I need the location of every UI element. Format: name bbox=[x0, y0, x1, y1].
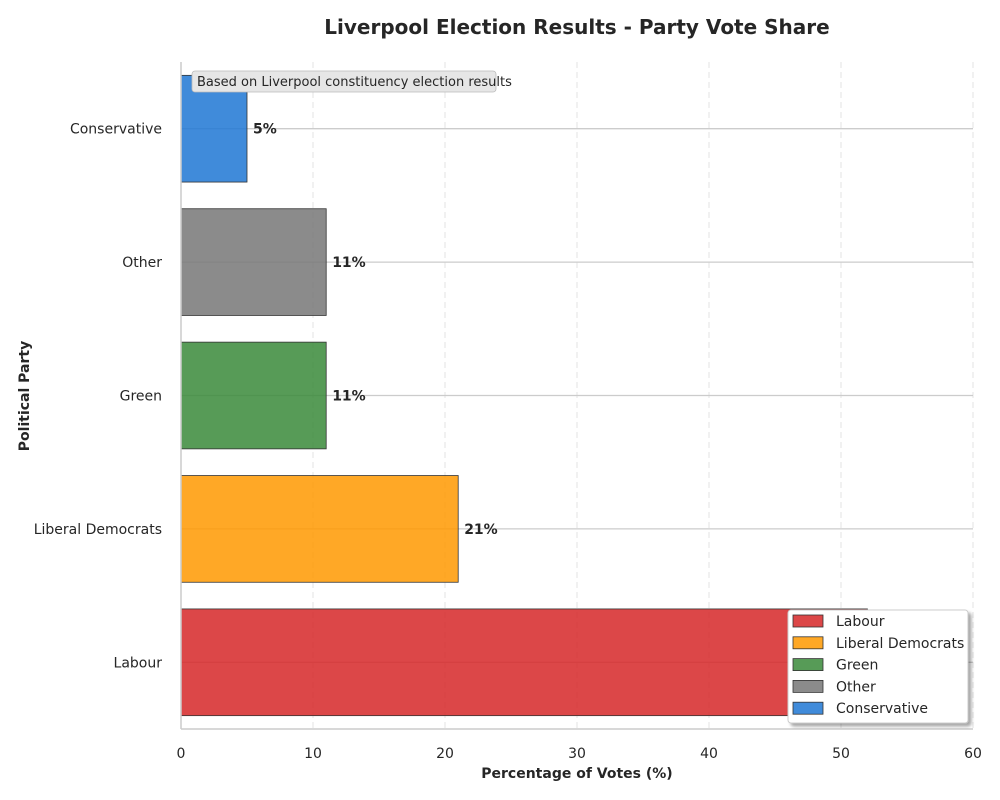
legend-entry: Conservative bbox=[836, 701, 928, 717]
x-tick-label: 40 bbox=[700, 746, 718, 762]
x-tick-label: 60 bbox=[964, 746, 982, 762]
x-tick-label: 0 bbox=[177, 746, 186, 762]
annotation-box: Based on Liverpool constituency election… bbox=[191, 70, 512, 93]
legend-swatch bbox=[792, 658, 824, 671]
bars bbox=[180, 74, 868, 717]
legend-box bbox=[787, 609, 969, 724]
chart-title: Liverpool Election Results - Party Vote … bbox=[324, 15, 829, 39]
bar-value-label: 11% bbox=[332, 389, 366, 405]
legend-swatch bbox=[792, 680, 824, 693]
legend-entry: Labour bbox=[836, 614, 885, 630]
x-ticks: 0 10 20 30 40 50 60 bbox=[177, 746, 982, 762]
y-tick-label: Labour bbox=[114, 655, 163, 671]
legend-swatch bbox=[792, 636, 824, 650]
legend-entry: Liberal Democrats bbox=[836, 636, 964, 652]
legend-swatch bbox=[792, 614, 824, 628]
x-tick-label: 10 bbox=[304, 746, 322, 762]
y-tick-label: Green bbox=[120, 389, 162, 405]
annotation-text: Based on Liverpool constituency election… bbox=[197, 75, 512, 90]
legend-entry: Green bbox=[836, 658, 878, 674]
legend-entry: Other bbox=[836, 679, 876, 695]
bar-value-label: 11% bbox=[332, 255, 366, 271]
y-axis-label: Political Party bbox=[17, 341, 33, 451]
bar-conservative bbox=[180, 74, 248, 183]
bar-green bbox=[180, 341, 327, 450]
x-tick-label: 20 bbox=[436, 746, 454, 762]
bar-value-label: 5% bbox=[253, 122, 277, 138]
x-tick-label: 30 bbox=[568, 746, 586, 762]
bar-liberal-democrats bbox=[180, 475, 459, 583]
y-ticks: Labour Liberal Democrats Green Other Conserv… bbox=[34, 122, 163, 672]
y-tick-label: Liberal Democrats bbox=[34, 522, 162, 538]
legend-swatch bbox=[792, 701, 824, 715]
bar-value-labels: 21% 11% 11% 5% bbox=[253, 122, 498, 538]
bar-other bbox=[180, 208, 327, 316]
x-tick-label: 50 bbox=[832, 746, 850, 762]
bar-labour bbox=[180, 608, 868, 717]
y-tick-label: Conservative bbox=[70, 122, 162, 138]
x-axis-label: Percentage of Votes (%) bbox=[481, 766, 672, 782]
bar-value-label: 21% bbox=[464, 522, 498, 538]
y-tick-label: Other bbox=[122, 255, 162, 271]
legend: Labour Liberal Democrats Green Other Conserv… bbox=[787, 609, 969, 724]
